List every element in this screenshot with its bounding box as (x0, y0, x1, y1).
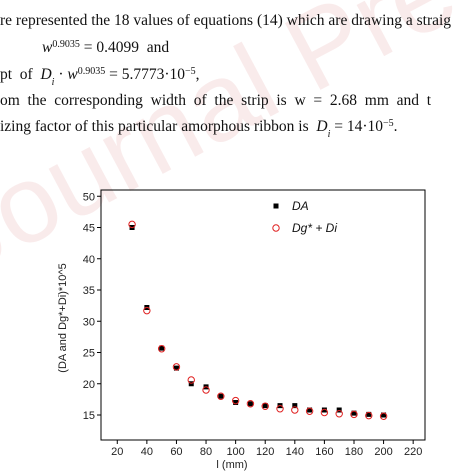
x-tick-label: 180 (345, 446, 363, 458)
y-tick-label: 20 (83, 379, 95, 391)
x-tick-label: 120 (256, 446, 274, 458)
text-run: izing factor of this particular amorphou… (0, 118, 316, 135)
point (276, 405, 284, 413)
text-run: = 0.4099 and (80, 39, 169, 56)
text-run: , (196, 66, 200, 83)
x-tick-label: 40 (141, 446, 153, 458)
y-tick-label: 15 (83, 410, 95, 422)
point (305, 407, 314, 415)
text-run: w (42, 39, 53, 56)
point (365, 411, 373, 420)
text-line: om the corresponding width of the strip … (0, 92, 432, 109)
point (379, 412, 388, 420)
legend-marker (272, 224, 280, 232)
point (261, 402, 269, 410)
text-run: pt of (0, 66, 40, 83)
text-run: · (54, 66, 67, 83)
y-tick-label: 40 (83, 254, 95, 266)
point (351, 410, 357, 416)
x-tick-label: 220 (404, 446, 422, 458)
text-run: i (52, 77, 55, 88)
point (187, 376, 195, 384)
text-run: 0.9035 (78, 66, 106, 77)
point (247, 401, 253, 407)
point (366, 411, 372, 417)
legend-label: DA (292, 199, 309, 213)
text-run: re represented the 18 values of equation… (0, 12, 451, 29)
point (172, 363, 181, 371)
text-run: i (328, 129, 331, 140)
x-tick-label: 20 (111, 446, 123, 458)
point (128, 220, 136, 229)
x-axis-label: l (mm) (216, 459, 247, 471)
point (381, 412, 387, 418)
point (335, 410, 343, 418)
text-run: 0.9035 (52, 39, 80, 50)
text-run: −5 (185, 66, 196, 77)
text-line: izing factor of this particular amorphou… (0, 118, 398, 140)
point (292, 403, 298, 409)
point (157, 345, 166, 353)
point (233, 400, 239, 405)
point (246, 400, 255, 408)
text-run: −5 (383, 118, 394, 129)
point (350, 410, 358, 419)
text-line: re represented the 18 values of equation… (0, 12, 451, 29)
text-run: w (67, 66, 78, 83)
text-run: = 14·10 (330, 118, 383, 135)
y-tick-label: 25 (83, 348, 95, 360)
point (143, 306, 151, 315)
plot-frame (100, 189, 426, 441)
y-tick-label: 35 (83, 285, 95, 297)
x-tick-label: 60 (170, 446, 182, 458)
point (231, 396, 240, 405)
text-run: . (394, 118, 398, 135)
x-tick-label: 100 (226, 446, 244, 458)
legend-label: Dg* + Di (292, 221, 337, 235)
point (173, 365, 179, 371)
point (188, 381, 194, 387)
x-tick-label: 80 (200, 446, 212, 458)
text-run: om the corresponding width of the strip … (0, 92, 432, 109)
point (218, 393, 224, 399)
y-tick-label: 45 (83, 223, 95, 235)
point (262, 403, 268, 409)
point (217, 392, 225, 400)
legend-marker (273, 203, 279, 209)
text-run: D (315, 118, 327, 135)
point (202, 386, 210, 394)
x-tick-label: 160 (315, 446, 333, 458)
y-axis-label: (DA and Dg*+Di)*10^5 (57, 263, 69, 372)
text-line: w0.9035 = 0.4099 and (42, 39, 169, 57)
text-run: D (39, 66, 51, 83)
point (320, 408, 329, 417)
point (159, 345, 165, 351)
point (321, 407, 327, 413)
point (336, 407, 342, 413)
text-line: pt of Di · w0.9035 = 5.7773·10−5, (0, 66, 200, 88)
x-tick-label: 200 (374, 446, 392, 458)
point (307, 407, 313, 413)
y-tick-label: 30 (83, 316, 95, 328)
point (291, 406, 299, 414)
y-tick-label: 50 (83, 191, 95, 203)
x-tick-label: 140 (286, 446, 304, 458)
text-run: = 5.7773·10 (105, 66, 185, 83)
